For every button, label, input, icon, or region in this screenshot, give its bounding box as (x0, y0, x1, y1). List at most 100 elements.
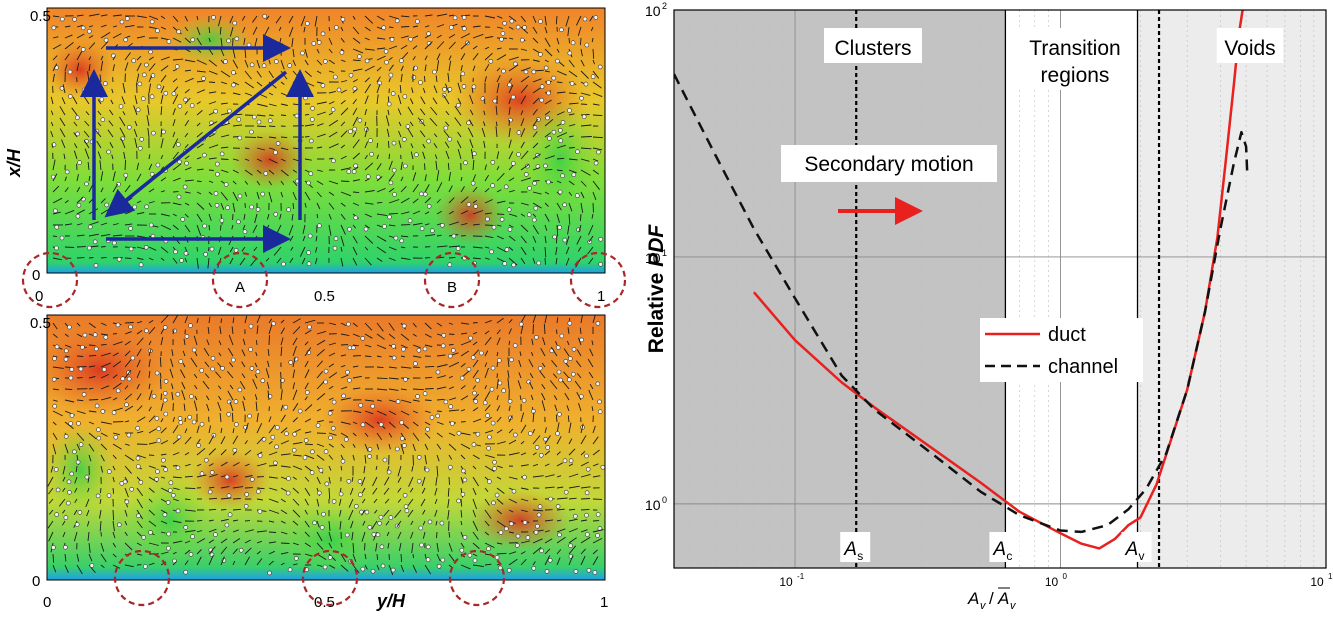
particle (399, 436, 405, 441)
velocity-vector (412, 410, 419, 414)
particle (375, 174, 381, 180)
velocity-vector (580, 548, 586, 555)
velocity-vector (496, 465, 503, 469)
velocity-vector (112, 509, 115, 521)
particle (522, 520, 528, 525)
particle (257, 453, 263, 458)
particle (168, 488, 173, 493)
velocity-vector (544, 70, 550, 73)
velocity-vector (219, 224, 222, 231)
velocity-vector (292, 180, 298, 186)
particle (128, 246, 134, 252)
velocity-vector (148, 390, 153, 401)
particle (226, 411, 231, 417)
velocity-vector (172, 487, 180, 491)
velocity-vector (376, 213, 388, 217)
velocity-vector (384, 498, 390, 504)
velocity-vector (412, 322, 417, 328)
region-transition (1005, 10, 1138, 568)
particle (223, 182, 229, 187)
velocity-vector (460, 332, 468, 335)
particle (199, 471, 205, 477)
velocity-vector (292, 509, 301, 518)
top-circles (21, 251, 627, 309)
velocity-vector (436, 182, 443, 193)
velocity-vector (280, 191, 284, 198)
particle (539, 548, 544, 554)
velocity-vector (100, 246, 106, 248)
velocity-vector (340, 89, 347, 94)
velocity-vector (508, 151, 514, 160)
velocity-vector (217, 15, 222, 27)
particle (557, 128, 563, 133)
velocity-vector (568, 102, 579, 105)
particle (473, 204, 479, 209)
velocity-vector (280, 147, 289, 151)
particle (163, 411, 169, 417)
velocity-vector (556, 451, 561, 456)
velocity-vector (407, 498, 414, 506)
velocity-vector (280, 158, 286, 162)
velocity-vector (412, 355, 422, 358)
velocity-vector (592, 191, 597, 201)
velocity-vector (96, 140, 102, 149)
velocity-vector (109, 109, 114, 116)
particle (509, 18, 515, 24)
velocity-vector (460, 25, 466, 28)
velocity-vector (496, 429, 503, 434)
particle (557, 411, 562, 417)
velocity-vector (436, 432, 443, 438)
velocity-vector (172, 78, 178, 83)
velocity-vector (496, 200, 506, 204)
particle (227, 108, 232, 114)
velocity-vector (590, 26, 594, 32)
particle (501, 68, 506, 74)
velocity-vector (328, 101, 335, 105)
velocity-vector (252, 26, 258, 35)
velocity-vector (388, 26, 394, 29)
velocity-vector (196, 246, 198, 252)
particle (118, 104, 124, 109)
particle (426, 204, 432, 209)
velocity-vector (232, 92, 241, 96)
velocity-vector (316, 553, 327, 560)
velocity-vector (97, 99, 102, 105)
particle (348, 129, 353, 134)
particle (72, 17, 77, 22)
particle (117, 522, 122, 528)
velocity-vector (76, 62, 80, 72)
velocity-vector (112, 352, 119, 357)
velocity-vector (255, 340, 258, 346)
velocity-vector (520, 141, 525, 149)
particle (106, 493, 112, 498)
velocity-vector (400, 44, 408, 50)
particle (555, 58, 560, 64)
velocity-vector (544, 555, 551, 566)
velocity-vector (208, 169, 214, 171)
velocity-vector (148, 340, 152, 346)
velocity-vector (300, 15, 306, 27)
particle (249, 204, 254, 210)
velocity-vector (364, 37, 370, 41)
velocity-vector (556, 169, 563, 172)
velocity-vector (577, 337, 582, 346)
particle (123, 172, 129, 178)
velocity-vector (376, 246, 387, 254)
velocity-vector (580, 423, 584, 434)
particle (593, 160, 599, 166)
velocity-vector (352, 387, 361, 390)
particle (388, 72, 394, 78)
velocity-vector (424, 14, 433, 17)
particle (570, 40, 576, 46)
velocity-vector (520, 325, 524, 335)
velocity-vector (148, 56, 154, 61)
particle (559, 27, 564, 33)
annotation-box (781, 145, 997, 182)
velocity-vector (436, 322, 443, 327)
particle (499, 217, 505, 222)
velocity-vector (136, 62, 142, 72)
velocity-vector (568, 555, 574, 566)
velocity-vector (316, 48, 320, 54)
velocity-vector (244, 440, 248, 445)
velocity-vector (532, 561, 536, 566)
